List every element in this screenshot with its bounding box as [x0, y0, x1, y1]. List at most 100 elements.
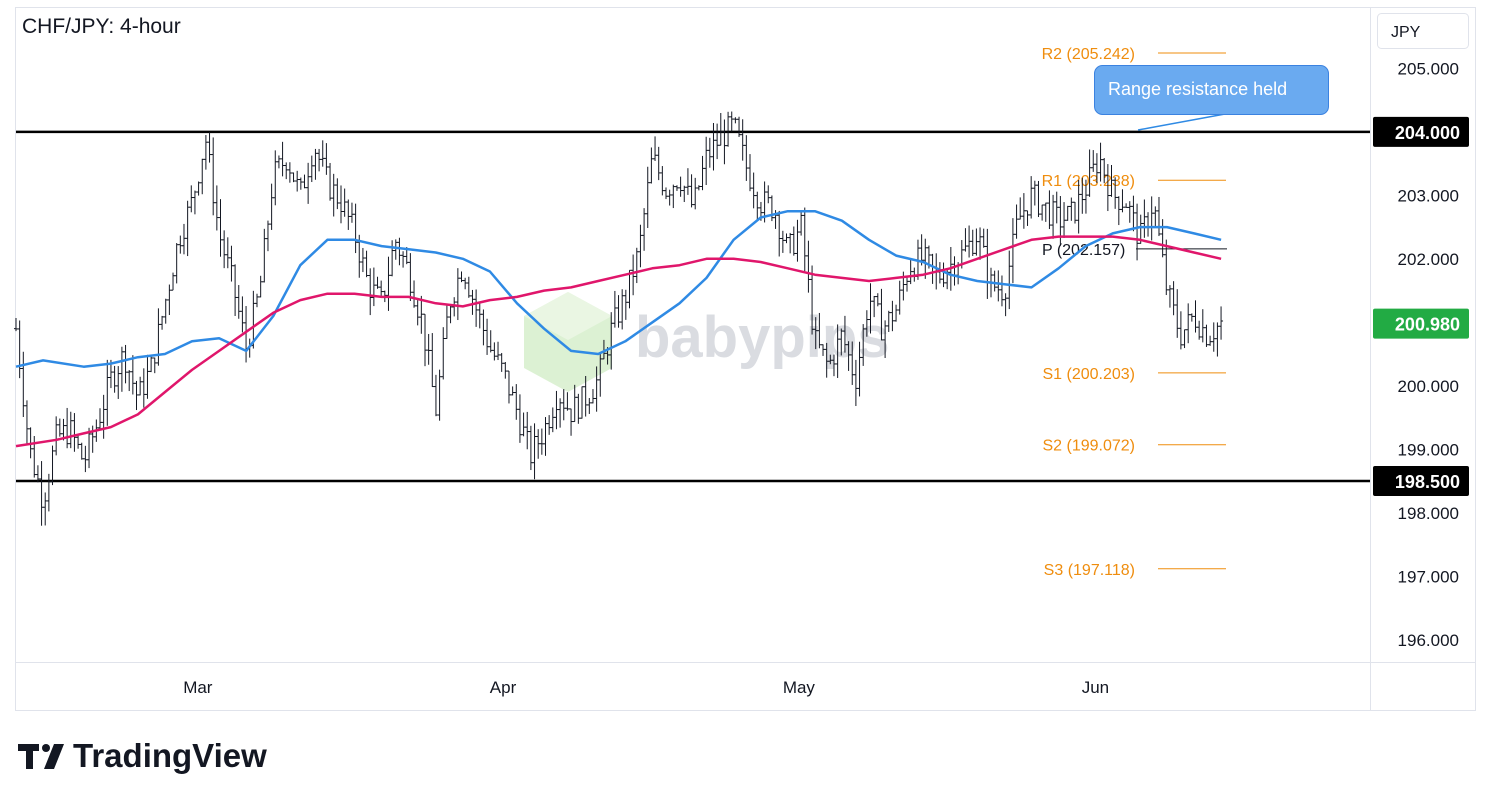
- price-bar: [386, 256, 391, 311]
- price-bar: [474, 289, 479, 327]
- price-bar: [1193, 300, 1198, 333]
- y-tick-label: 197.000: [1398, 567, 1459, 586]
- price-bar: [189, 185, 194, 213]
- price-bar: [1208, 335, 1213, 346]
- price-bar: [1018, 197, 1023, 220]
- price-bar: [806, 240, 811, 293]
- price-bar: [780, 230, 785, 253]
- price-bar: [653, 136, 658, 161]
- price-bar: [426, 333, 431, 365]
- price-bar: [14, 317, 18, 332]
- price-bar: [1171, 281, 1176, 316]
- price-bar: [1178, 311, 1183, 350]
- price-bar: [733, 117, 738, 124]
- price-bar: [214, 185, 219, 231]
- price-bar: [1182, 329, 1187, 349]
- price-bar: [90, 425, 95, 453]
- price-bar: [492, 342, 497, 361]
- price-bar: [309, 155, 314, 183]
- tradingview-logo-text: TradingView: [73, 737, 267, 774]
- price-bar: [459, 271, 464, 283]
- price-bar: [897, 280, 902, 315]
- price-bar: [433, 374, 438, 417]
- price-bar: [35, 465, 40, 483]
- price-bar: [43, 492, 48, 526]
- price-bar: [631, 254, 636, 296]
- price-bar: [178, 235, 183, 254]
- price-bar: [393, 239, 398, 260]
- price-bar: [930, 253, 935, 284]
- price-bar: [448, 304, 453, 324]
- price-bar: [543, 417, 548, 456]
- price-bar: [517, 394, 522, 443]
- currency-selector-box[interactable]: [1377, 13, 1469, 49]
- price-bar: [50, 445, 55, 486]
- price-bar: [682, 185, 687, 203]
- price-bar: [1029, 176, 1034, 219]
- price-bar: [999, 275, 1004, 307]
- price-bar: [39, 461, 44, 526]
- price-bar: [1003, 293, 1008, 317]
- price-bar: [587, 398, 592, 414]
- price-bar: [554, 390, 559, 430]
- price-bar: [1010, 218, 1015, 284]
- price-bar: [890, 300, 895, 332]
- price-bar: [54, 416, 59, 456]
- price-bar: [401, 251, 406, 268]
- price-bar: [291, 172, 296, 183]
- price-bar: [477, 303, 482, 329]
- price-bar: [1124, 203, 1129, 208]
- price-bar: [1036, 180, 1041, 218]
- price-bar: [145, 354, 150, 399]
- price-bar: [740, 119, 745, 161]
- price-bar: [974, 228, 979, 256]
- price-bar: [627, 269, 632, 309]
- price-bar: [181, 223, 186, 255]
- price-bar: [795, 219, 800, 262]
- pivot-label-r1: R1 (203.238): [1042, 173, 1135, 190]
- y-tick-label: 200.000: [1398, 377, 1459, 396]
- price-bar: [236, 285, 241, 319]
- price-bar: [302, 174, 307, 189]
- price-bar: [503, 362, 508, 379]
- price-bar: [233, 264, 238, 316]
- price-bar: [222, 230, 227, 269]
- price-bar: [412, 280, 417, 308]
- price-bar: [664, 187, 669, 200]
- price-bar: [1120, 189, 1125, 213]
- x-month-label: Apr: [490, 678, 517, 697]
- pivot-label-r2: R2 (205.242): [1042, 46, 1135, 63]
- price-bar: [185, 200, 190, 257]
- last-price-label: 200.980: [1395, 315, 1460, 335]
- range-resistance-callout: Range resistance held: [1094, 65, 1329, 131]
- price-bar: [163, 298, 168, 324]
- price-bar: [397, 237, 402, 266]
- price-bar: [737, 116, 742, 137]
- price-bar: [569, 408, 574, 436]
- last-price-box: [1373, 308, 1469, 339]
- price-bar: [499, 352, 504, 372]
- range-level-box: [1373, 116, 1469, 147]
- price-bar: [225, 237, 230, 269]
- price-bar: [130, 355, 135, 395]
- price-bar: [784, 233, 789, 244]
- range-levels: [16, 130, 1370, 483]
- price-bar: [134, 380, 139, 411]
- price-bar: [371, 267, 376, 307]
- currency-selector[interactable]: JPY: [1377, 13, 1469, 49]
- y-tick-label: 202.000: [1398, 250, 1459, 269]
- price-bar: [171, 272, 176, 291]
- price-bar: [521, 412, 526, 437]
- price-bar: [1211, 322, 1216, 352]
- price-bar: [485, 318, 490, 355]
- price-bar: [97, 408, 102, 431]
- price-bar: [1175, 289, 1180, 338]
- currency-label[interactable]: JPY: [1391, 24, 1421, 41]
- price-bar: [528, 425, 533, 471]
- price-bar: [1160, 219, 1165, 258]
- price-bar: [1197, 320, 1202, 340]
- price-bar: [1014, 204, 1019, 239]
- price-bar: [612, 290, 617, 328]
- price-bar: [894, 304, 899, 322]
